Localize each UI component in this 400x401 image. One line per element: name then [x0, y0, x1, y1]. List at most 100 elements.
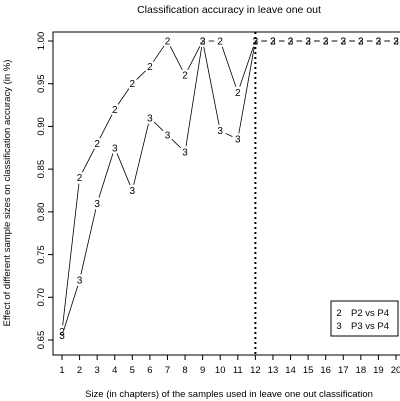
series-segment-p3-vs-p4	[116, 153, 131, 186]
data-point-p3-vs-p4: 3	[270, 37, 276, 48]
data-point-p2-vs-p4: 2	[59, 327, 65, 338]
legend-label: P3 vs P4	[351, 321, 389, 332]
series-segment-p2-vs-p4	[187, 46, 201, 71]
data-point-p3-vs-p4: 3	[340, 37, 346, 48]
data-point-p3-vs-p4: 3	[165, 130, 171, 141]
data-point-p2-vs-p4: 2	[147, 62, 153, 73]
y-tick-label: 0.65	[36, 331, 47, 350]
data-point-p2-vs-p4: 2	[235, 88, 241, 99]
data-point-p2-vs-p4: 2	[323, 37, 329, 48]
data-point-p3-vs-p4: 3	[217, 126, 223, 137]
data-point-p3-vs-p4: 3	[182, 148, 188, 159]
y-tick-label: 1.00	[36, 32, 47, 51]
y-tick-label: 0.80	[36, 203, 47, 222]
series-segment-p3-vs-p4	[185, 46, 203, 147]
data-point-p3-vs-p4: 3	[253, 37, 259, 48]
x-tick-label: 9	[200, 365, 205, 376]
data-point-p2-vs-p4: 2	[182, 71, 188, 82]
series-segment-p3-vs-p4	[80, 209, 97, 275]
data-point-p2-vs-p4: 2	[393, 37, 399, 48]
data-point-p3-vs-p4: 3	[235, 135, 241, 146]
x-tick-label: 18	[356, 365, 367, 376]
x-tick-label: 15	[303, 365, 314, 376]
legend-marker: 2	[336, 308, 341, 319]
x-tick-label: 4	[112, 365, 117, 376]
data-point-p2-vs-p4: 2	[94, 139, 100, 150]
y-tick-label: 0.75	[36, 245, 47, 263]
x-tick-label: 5	[130, 365, 135, 376]
series-segment-p3-vs-p4	[98, 153, 114, 198]
legend-box	[330, 300, 399, 337]
x-tick-label: 14	[285, 365, 296, 376]
data-point-p3-vs-p4: 3	[59, 331, 65, 342]
chart-title: Classification accuracy in leave one out	[137, 4, 321, 16]
data-point-p3-vs-p4: 3	[305, 37, 311, 48]
data-point-p3-vs-p4: 3	[358, 37, 364, 48]
series-segment-p2-vs-p4	[152, 45, 165, 62]
series-segment-p3-vs-p4	[63, 285, 79, 331]
series-segment-p3-vs-p4	[133, 123, 149, 185]
x-tick-label: 13	[268, 365, 279, 376]
x-tick-label: 2	[77, 365, 82, 376]
series-lines	[62, 40, 390, 331]
series-segment-p3-vs-p4	[171, 138, 182, 149]
series-segment-p2-vs-p4	[62, 183, 80, 326]
data-point-p3-vs-p4: 3	[130, 186, 136, 197]
y-axis-label: Effect of different sample sizes on clas…	[2, 60, 13, 327]
data-point-p2-vs-p4: 2	[270, 37, 276, 48]
data-point-p3-vs-p4: 3	[112, 143, 118, 154]
data-point-p3-vs-p4: 3	[147, 113, 153, 124]
x-tick-label: 12	[250, 365, 261, 376]
x-tick-label: 10	[215, 365, 226, 376]
series-segment-p2-vs-p4	[99, 114, 113, 139]
data-point-p2-vs-p4: 2	[376, 37, 382, 48]
legend-label: P2 vs P4	[351, 308, 389, 319]
y-tick-label: 0.85	[36, 160, 47, 179]
x-axis-label: Size (in chapters) of the samples used i…	[85, 389, 373, 400]
x-tick-label: 17	[338, 365, 349, 376]
data-point-p3-vs-p4: 3	[200, 37, 206, 48]
data-point-p3-vs-p4: 3	[77, 276, 83, 287]
data-point-p2-vs-p4: 2	[358, 37, 364, 48]
data-point-p2-vs-p4: 2	[253, 37, 259, 48]
data-point-p3-vs-p4: 3	[376, 37, 382, 48]
x-tick-label: 11	[233, 365, 243, 376]
series-segment-p2-vs-p4	[239, 46, 254, 87]
data-point-p2-vs-p4: 2	[165, 37, 171, 48]
data-point-p2-vs-p4: 2	[217, 37, 223, 48]
data-point-p3-vs-p4: 3	[288, 37, 294, 48]
y-tick-label: 0.95	[36, 74, 47, 93]
x-tick-label: 20	[391, 365, 400, 376]
x-tick-label: 3	[95, 365, 100, 376]
series-segment-p2-vs-p4	[136, 70, 146, 80]
y-tick-label: 0.70	[36, 288, 47, 307]
x-tick-label: 19	[373, 365, 384, 376]
data-point-p2-vs-p4: 2	[288, 37, 294, 48]
data-point-p3-vs-p4: 3	[323, 37, 329, 48]
data-point-p2-vs-p4: 2	[130, 79, 136, 90]
series-segment-p2-vs-p4	[221, 46, 237, 87]
series-segment-p3-vs-p4	[238, 46, 255, 134]
series-segment-p2-vs-p4	[169, 46, 183, 71]
data-point-p2-vs-p4: 2	[340, 37, 346, 48]
data-point-p2-vs-p4: 2	[77, 173, 83, 184]
y-tick-label: 0.90	[36, 117, 47, 136]
series-segment-p2-vs-p4	[81, 148, 95, 173]
x-tick-label: 8	[182, 365, 187, 376]
series-segment-p3-vs-p4	[203, 46, 220, 125]
legend: 2 P2 vs P4 3 P3 vs P4	[330, 300, 399, 337]
series-segment-p2-vs-p4	[117, 88, 130, 105]
x-tick-label: 16	[320, 365, 331, 376]
data-point-p3-vs-p4: 3	[393, 37, 399, 48]
series-segment-p3-vs-p4	[225, 132, 233, 137]
data-point-p2-vs-p4: 2	[200, 37, 206, 48]
data-point-p3-vs-p4: 3	[94, 199, 100, 210]
series-segment-p3-vs-p4	[153, 121, 164, 132]
legend-marker: 3	[336, 321, 341, 332]
y-axis: 0.65 0.70 0.75 0.80 0.85 0.90 0.95 1.00	[36, 32, 54, 350]
x-tick-label: 1	[59, 365, 64, 376]
x-axis: 1 2 3 4 5 6 7 8 9 10 11 12 13 14 15 16 17 18 19 20	[59, 354, 400, 376]
x-tick-label: 7	[165, 365, 170, 376]
